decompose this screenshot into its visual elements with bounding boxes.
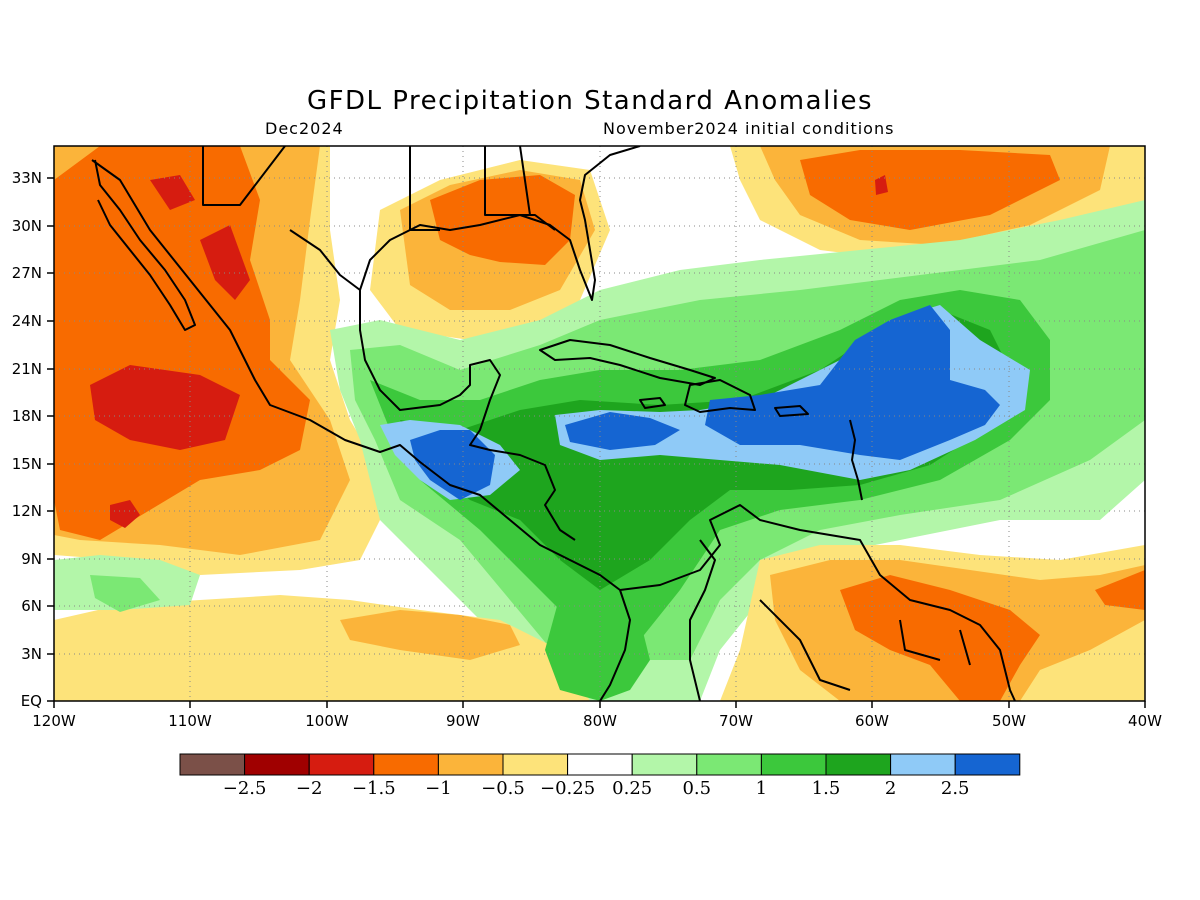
colombia-pacific-wet — [545, 590, 650, 701]
legend-label-0: −2.5 — [223, 778, 267, 799]
lat-label-27n: 27N — [12, 264, 42, 282]
lon-label-80w: 80W — [583, 712, 617, 730]
legend-swatch-3 — [373, 753, 439, 776]
legend-label-1: −2 — [296, 778, 323, 799]
lat-label-15n: 15N — [12, 455, 42, 473]
axis-ticks — [47, 177, 1146, 708]
initial-conditions-label: November2024 initial conditions — [603, 119, 895, 138]
legend-label-10: 2 — [885, 778, 896, 799]
itcz-mid-dry — [340, 610, 520, 660]
mexico-red-core-3 — [200, 225, 250, 300]
east-atlantic-orange-dry — [1095, 570, 1145, 610]
color-legend: −2.5 −2 −1.5 −1 −0.5 −0.25 0.25 0.5 1 1.5 2 2.5 — [179, 753, 1021, 799]
lat-label-6n: 6N — [21, 597, 42, 615]
legend-swatch-11 — [890, 753, 956, 776]
legend-swatch-1 — [244, 753, 310, 776]
legend-swatch-8 — [696, 753, 762, 776]
lat-label-21n: 21N — [12, 360, 42, 378]
lon-label-70w: 70W — [719, 712, 753, 730]
lat-label-9n: 9N — [21, 550, 42, 568]
legend-label-11: 2.5 — [941, 778, 970, 799]
legend-label-4: −0.5 — [481, 778, 525, 799]
legend-swatch-5 — [502, 753, 569, 776]
lon-label-100w: 100W — [305, 712, 349, 730]
lat-label-3n: 3N — [21, 645, 42, 663]
lat-label-12n: 12N — [12, 502, 42, 520]
legend-swatch-6 — [567, 753, 633, 776]
lon-label-40w: 40W — [1128, 712, 1162, 730]
caribbean-blue-core — [565, 412, 680, 450]
map-title: GFDL Precipitation Standard Anomalies — [306, 86, 874, 116]
pacific-mexico-orange-dry — [54, 146, 310, 540]
coastlines — [91, 146, 1016, 701]
legend-label-3: −1 — [425, 778, 452, 799]
lat-label-33n: 33N — [12, 169, 42, 187]
legend-swatch-2 — [308, 753, 375, 776]
lat-label-30n: 30N — [12, 217, 42, 235]
lat-label-24n: 24N — [12, 312, 42, 330]
legend-swatch-9 — [760, 753, 827, 776]
legend-label-9: 1.5 — [812, 778, 841, 799]
legend-swatch-4 — [437, 753, 504, 776]
legend-label-8: 1 — [756, 778, 767, 799]
lon-label-120w: 120W — [32, 712, 76, 730]
latitude-labels: EQ 3N 6N 9N 12N 15N 18N 21N 24N 27N 30N … — [12, 169, 42, 710]
atlantic-orange-dry — [800, 150, 1060, 230]
legend-label-2: −1.5 — [352, 778, 396, 799]
longitude-labels: 120W 110W 100W 90W 80W 70W 60W 50W 40W — [32, 712, 1162, 730]
lon-label-50w: 50W — [992, 712, 1026, 730]
legend-label-5: −0.25 — [540, 778, 595, 799]
mexico-red-core-4 — [150, 175, 195, 210]
lat-label-eq: EQ — [21, 692, 42, 710]
lon-label-60w: 60W — [855, 712, 889, 730]
atlantic-blue-core — [705, 305, 1000, 460]
mexico-red-core-1 — [90, 365, 240, 450]
lat-label-18n: 18N — [12, 407, 42, 425]
lon-label-110w: 110W — [168, 712, 212, 730]
legend-label-7: 0.5 — [682, 778, 711, 799]
legend-swatch-10 — [825, 753, 892, 776]
mexico-red-core-2 — [110, 500, 140, 528]
lon-label-90w: 90W — [446, 712, 480, 730]
central-america-blue-core — [410, 430, 495, 500]
legend-swatch-7 — [631, 753, 698, 776]
atlantic-red-core — [875, 175, 888, 195]
forecast-month: Dec2024 — [265, 119, 344, 138]
anomaly-field — [54, 146, 1145, 701]
legend-swatch-0 — [179, 753, 246, 776]
pacific-south-wet — [90, 575, 160, 612]
legend-label-6: 0.25 — [612, 778, 652, 799]
legend-swatch-12 — [954, 753, 1021, 776]
graticule — [54, 146, 1145, 701]
